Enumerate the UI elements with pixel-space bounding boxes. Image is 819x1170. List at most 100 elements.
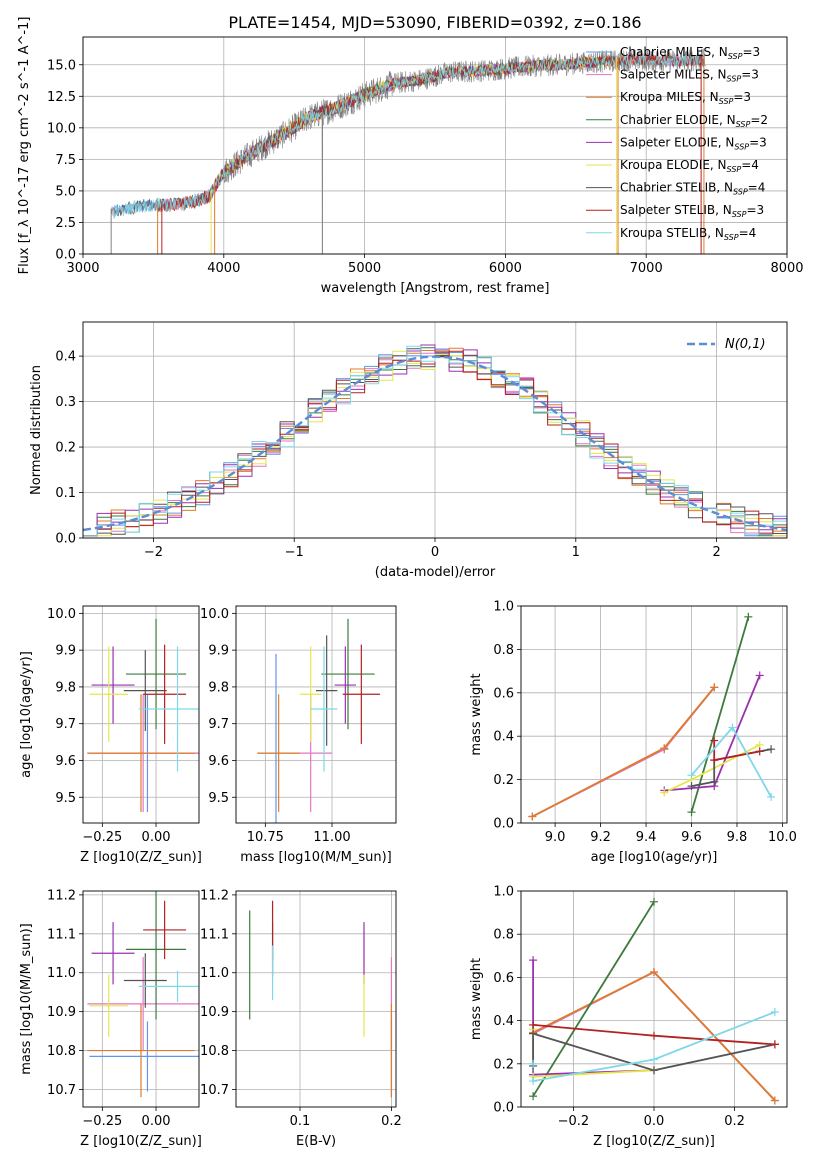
y-tick-label: 0.8 <box>493 643 514 658</box>
y-tick-label: 10.9 <box>200 1005 229 1020</box>
x-tick-label: 9.4 <box>636 830 657 845</box>
x-tick-label: −0.25 <box>82 830 122 845</box>
y-axis-label: mass [log10(M/M_sun)] <box>19 923 34 1075</box>
axes-frame <box>235 605 397 824</box>
x-tick-label: 10.0 <box>768 830 797 845</box>
plot-area <box>249 900 393 1098</box>
legend-subscript: SSP <box>724 233 739 242</box>
y-tick-label: 10.0 <box>47 121 76 136</box>
axes-frame <box>82 321 788 539</box>
weight-line-chabrier_elodie <box>690 616 750 813</box>
plot-area <box>110 48 706 254</box>
y-tick-label: 10.0 <box>200 607 229 622</box>
axes-mass_vs_Z: −0.25 0.00 10.7 10.8 10.9 11.0 11.1 11.2 Z [log1… <box>19 888 202 1149</box>
y-tick-label: 9.5 <box>55 791 76 806</box>
y-tick-label: 10.9 <box>47 1005 76 1020</box>
legend-subscript: SSP <box>727 75 742 84</box>
y-tick-label: 0.0 <box>493 817 514 832</box>
legend-subscript: SSP <box>732 210 747 219</box>
x-tick-label: 2 <box>712 545 720 560</box>
y-tick-label: 11.1 <box>200 927 229 942</box>
grid <box>236 606 396 823</box>
legend-count: =2 <box>750 113 768 127</box>
x-tick-label: 8000 <box>770 261 803 276</box>
plot-area <box>257 618 380 823</box>
legend-label: Kroupa MILES, NSSP=3 <box>620 90 751 106</box>
x-tick-label: 1 <box>572 545 580 560</box>
y-tick-label: 9.9 <box>208 644 229 659</box>
axes-weight_vs_age: 9.0 9.2 9.4 9.6 9.8 10.0 0.0 0.2 0.4 0.6 0.8 1.0 age… <box>469 600 797 866</box>
legend-label: Kroupa STELIB, NSSP=4 <box>620 226 756 242</box>
legend-label: Kroupa ELODIE, NSSP=4 <box>620 158 759 174</box>
y-axis-label: Flux [f_λ 10^-17 erg cm^-2 s^-1 A^-1] <box>17 17 32 275</box>
x-tick-label: 0.1 <box>290 1114 311 1129</box>
axes-residuals: −2 −1 0 1 2 0.0 0.1 0.2 0.3 0.4 (data-model)/error… <box>29 321 788 580</box>
y-tick-label: 10.8 <box>200 1044 229 1059</box>
y-tick-label: 9.8 <box>55 680 76 695</box>
axes-age_vs_Z: −0.25 0.00 9.5 9.6 9.7 9.8 9.9 10.0 Z [log10(Z/Z… <box>19 605 202 865</box>
x-axis-label: age [log10(age/yr)] <box>591 850 718 865</box>
y-tick-label: 1.0 <box>493 600 514 615</box>
axes-mass_vs_ebv: 0.1 0.2 10.7 10.8 10.9 11.0 11.1 11.2 E(B-V) <box>200 888 402 1149</box>
gaussian-curve <box>83 355 787 532</box>
x-tick-label: −1 <box>285 545 304 560</box>
legend-count: =3 <box>749 135 767 149</box>
y-tick-label: 9.7 <box>55 717 76 732</box>
x-axis-label: mass [log10(M/M_sun)] <box>240 850 392 865</box>
legend-label: Salpeter MILES, NSSP=3 <box>620 68 759 84</box>
legend-count: =3 <box>741 68 759 82</box>
y-tick-label: 0.0 <box>55 248 76 263</box>
legend-label: Chabrier STELIB, NSSP=4 <box>620 181 765 197</box>
legend-count: =4 <box>739 226 757 240</box>
plot-area <box>83 344 787 537</box>
y-tick-label: 0.4 <box>55 350 76 365</box>
y-tick-label: 5.0 <box>55 184 76 199</box>
x-tick-label: −0.25 <box>82 1114 122 1129</box>
y-tick-label: 9.7 <box>208 717 229 732</box>
y-tick-label: 0.0 <box>493 1101 514 1116</box>
x-tick-label: 7000 <box>630 261 663 276</box>
residual-legend: N(0,1) <box>687 337 766 352</box>
y-tick-label: 9.8 <box>208 680 229 695</box>
x-tick-label: 0.00 <box>142 830 171 845</box>
x-axis-label: (data-model)/error <box>375 565 496 580</box>
x-tick-label: 0.2 <box>381 1114 402 1129</box>
y-tick-label: 11.0 <box>47 966 76 981</box>
y-tick-label: 15.0 <box>47 58 76 73</box>
legend-label: Chabrier ELODIE, NSSP=2 <box>620 113 768 129</box>
y-tick-label: 0.2 <box>493 1057 514 1072</box>
y-tick-label: 9.5 <box>208 791 229 806</box>
y-tick-label: 0.4 <box>493 730 514 745</box>
y-tick-label: 0.2 <box>493 773 514 788</box>
y-tick-label: 11.2 <box>47 888 76 903</box>
legend-label: N(0,1) <box>725 337 766 352</box>
x-tick-label: 0.2 <box>724 1114 745 1129</box>
weight-line-chabrier_elodie <box>532 901 655 1097</box>
y-tick-label: 2.5 <box>55 216 76 231</box>
plot-area <box>87 618 199 812</box>
legend-subscript: SSP <box>727 165 742 174</box>
x-tick-label: −2 <box>144 545 163 560</box>
figure-title: PLATE=1454, MJD=53090, FIBERID=0392, z=0… <box>228 13 641 32</box>
legend-subscript: SSP <box>733 188 748 197</box>
legend-count: =3 <box>733 90 751 104</box>
y-axis-label: age [log10(age/yr)] <box>19 651 34 778</box>
x-tick-label: 6000 <box>489 261 522 276</box>
y-tick-label: 0.6 <box>493 686 514 701</box>
legend-label: Salpeter STELIB, NSSP=3 <box>620 203 764 219</box>
legend-count: =3 <box>742 45 760 59</box>
histogram-salpeter_stelib <box>83 350 787 537</box>
x-axis-label: Z [log10(Z/Z_sun)] <box>80 850 202 865</box>
y-tick-label: 0.6 <box>493 971 514 986</box>
y-tick-label: 11.2 <box>200 888 229 903</box>
y-tick-label: 11.1 <box>47 927 76 942</box>
legend-count: =4 <box>741 158 759 172</box>
y-axis-label: mass weight <box>469 958 484 1040</box>
weight-line-chabrier_stelib <box>532 1032 776 1072</box>
y-tick-label: 11.0 <box>200 966 229 981</box>
axes-weight_vs_Z: −0.2 0.0 0.2 0.0 0.2 0.4 0.6 0.8 1.0 Z [log10(Z/Z… <box>469 885 788 1149</box>
axes-frame <box>520 890 788 1108</box>
y-tick-label: 10.7 <box>47 1083 76 1098</box>
y-tick-label: 10.7 <box>200 1083 229 1098</box>
